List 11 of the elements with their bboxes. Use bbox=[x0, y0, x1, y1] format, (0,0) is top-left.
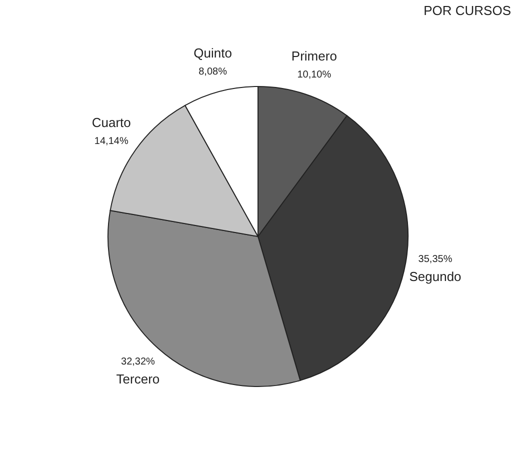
data-label: 35,35% bbox=[418, 254, 452, 265]
data-label: 32,32% bbox=[121, 356, 156, 368]
data-label: 8,08% bbox=[198, 66, 228, 78]
chart-title: POR CURSOS bbox=[424, 3, 512, 18]
data-label: 10,10% bbox=[297, 69, 332, 80]
data-label: 14,14% bbox=[94, 136, 128, 148]
slice-label: Cuarto bbox=[92, 115, 131, 130]
slice-label: Tercero bbox=[116, 372, 160, 387]
slice-label: Quinto bbox=[194, 45, 232, 60]
slice-label: Segundo bbox=[409, 268, 462, 284]
slice-label: Primero bbox=[291, 48, 337, 64]
